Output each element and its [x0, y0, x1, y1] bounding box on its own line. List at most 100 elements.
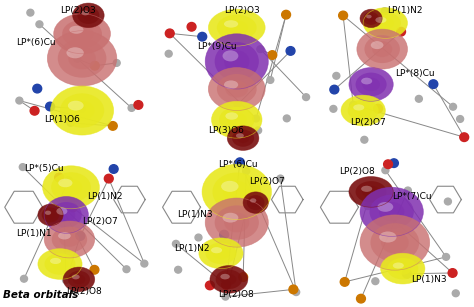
- Circle shape: [267, 77, 274, 84]
- Ellipse shape: [69, 26, 83, 34]
- Text: LP*(6)Cu: LP*(6)Cu: [218, 160, 257, 169]
- Ellipse shape: [62, 20, 102, 48]
- Ellipse shape: [59, 232, 80, 247]
- Circle shape: [55, 173, 64, 182]
- Text: LP*(5)Cu: LP*(5)Cu: [24, 164, 64, 173]
- Text: LP(2)O7: LP(2)O7: [350, 118, 386, 127]
- Text: LP(1)O6: LP(1)O6: [44, 115, 80, 124]
- Ellipse shape: [205, 34, 268, 89]
- Circle shape: [243, 168, 250, 175]
- Ellipse shape: [243, 192, 268, 213]
- Ellipse shape: [52, 227, 87, 252]
- Circle shape: [443, 254, 449, 260]
- Ellipse shape: [73, 3, 104, 28]
- Circle shape: [239, 273, 247, 282]
- Ellipse shape: [51, 86, 114, 135]
- Ellipse shape: [363, 8, 408, 38]
- Ellipse shape: [393, 262, 404, 269]
- Text: LP*(6)Cu: LP*(6)Cu: [16, 38, 55, 48]
- Circle shape: [78, 106, 85, 112]
- Ellipse shape: [387, 258, 418, 279]
- Ellipse shape: [372, 41, 392, 57]
- Ellipse shape: [223, 181, 251, 203]
- Ellipse shape: [54, 14, 110, 54]
- Circle shape: [372, 278, 379, 285]
- Ellipse shape: [379, 231, 397, 243]
- Ellipse shape: [68, 271, 90, 288]
- Circle shape: [374, 104, 383, 113]
- Ellipse shape: [375, 17, 386, 23]
- Ellipse shape: [219, 107, 255, 133]
- Ellipse shape: [247, 195, 264, 210]
- Ellipse shape: [353, 104, 365, 111]
- Circle shape: [46, 102, 55, 111]
- Circle shape: [123, 266, 130, 273]
- Ellipse shape: [220, 274, 230, 279]
- Circle shape: [220, 230, 228, 239]
- Circle shape: [302, 94, 310, 100]
- Circle shape: [365, 194, 372, 201]
- Ellipse shape: [361, 186, 372, 192]
- Circle shape: [356, 294, 365, 303]
- Circle shape: [187, 22, 196, 31]
- Text: LP(2)O7: LP(2)O7: [82, 216, 118, 226]
- Ellipse shape: [81, 10, 89, 15]
- Ellipse shape: [217, 15, 256, 41]
- Ellipse shape: [354, 104, 372, 117]
- Text: LP(1)N3: LP(1)N3: [410, 275, 447, 284]
- Ellipse shape: [50, 258, 61, 264]
- Ellipse shape: [371, 41, 383, 49]
- Ellipse shape: [364, 12, 379, 25]
- Circle shape: [104, 174, 113, 183]
- Circle shape: [292, 289, 300, 296]
- Text: LP*(8)Cu: LP*(8)Cu: [395, 69, 435, 78]
- Ellipse shape: [250, 198, 256, 203]
- Ellipse shape: [209, 9, 265, 46]
- Ellipse shape: [360, 9, 382, 28]
- Ellipse shape: [68, 47, 96, 69]
- Ellipse shape: [205, 198, 268, 247]
- Ellipse shape: [360, 187, 423, 236]
- Circle shape: [205, 281, 214, 290]
- Text: Beta orbitals: Beta orbitals: [3, 290, 78, 300]
- Ellipse shape: [349, 177, 393, 207]
- Circle shape: [381, 8, 388, 14]
- Ellipse shape: [51, 172, 91, 202]
- Ellipse shape: [46, 211, 55, 219]
- Ellipse shape: [217, 74, 256, 104]
- Text: LP*(7)Cu: LP*(7)Cu: [392, 192, 431, 201]
- Text: LP(2)O8: LP(2)O8: [66, 287, 102, 296]
- Circle shape: [255, 127, 262, 134]
- Ellipse shape: [38, 204, 63, 226]
- Ellipse shape: [215, 42, 259, 81]
- Ellipse shape: [228, 126, 259, 150]
- Circle shape: [67, 119, 74, 126]
- Circle shape: [19, 164, 26, 170]
- Circle shape: [277, 175, 284, 182]
- Ellipse shape: [394, 262, 411, 275]
- Ellipse shape: [57, 208, 75, 222]
- Text: LP(1)N2: LP(1)N2: [87, 192, 122, 201]
- Circle shape: [222, 293, 229, 300]
- Ellipse shape: [224, 213, 249, 232]
- Ellipse shape: [45, 211, 51, 215]
- Circle shape: [452, 290, 459, 297]
- Ellipse shape: [357, 29, 408, 69]
- Ellipse shape: [77, 7, 100, 24]
- Circle shape: [283, 115, 290, 122]
- Ellipse shape: [223, 213, 238, 223]
- Ellipse shape: [367, 15, 375, 22]
- Ellipse shape: [226, 112, 238, 120]
- Ellipse shape: [376, 17, 394, 29]
- Ellipse shape: [370, 195, 414, 229]
- Circle shape: [195, 234, 202, 241]
- Ellipse shape: [44, 196, 88, 233]
- Ellipse shape: [371, 223, 419, 262]
- Ellipse shape: [366, 15, 372, 18]
- Ellipse shape: [210, 266, 248, 293]
- Ellipse shape: [212, 247, 230, 259]
- Circle shape: [165, 50, 172, 57]
- Text: LP(2)O8: LP(2)O8: [339, 167, 375, 177]
- Ellipse shape: [51, 202, 82, 228]
- Text: LP(1)N1: LP(1)N1: [16, 229, 51, 238]
